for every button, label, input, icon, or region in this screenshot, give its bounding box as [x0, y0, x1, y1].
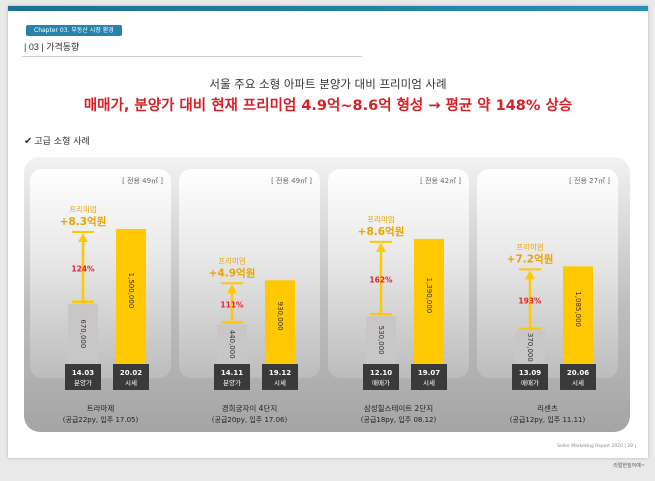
bar-before-value: 530,000 [377, 326, 385, 355]
section-divider [22, 56, 362, 57]
premium-percent: 193% [518, 297, 542, 306]
bar-after-date: 20.02 [120, 369, 142, 377]
premium-amount: +7.2억원 [507, 252, 554, 265]
bar-before-kind: 분양가 [74, 378, 92, 387]
premium-bar-chart: [ 전용 49㎡ ]670,0001,500,000프리미엄+8.3억원124%… [30, 169, 618, 424]
premium-amount: +4.9억원 [209, 266, 256, 279]
premium-arrow-head [525, 270, 535, 280]
panel-1: [ 전용 49㎡ ] 670,000 1,500,000 프리미엄+8.3억원 124%… [30, 169, 171, 424]
bar-before-date: 14.03 [72, 369, 94, 377]
bar-after-value: 930,000 [276, 302, 284, 331]
bar-after-plate [262, 364, 298, 390]
bar-after-kind: 시세 [125, 378, 137, 387]
bar-after-kind: 시세 [572, 378, 584, 387]
premium-percent: 111% [220, 300, 244, 309]
chart-subtitle: 매매가, 분양가 대비 현재 프리미엄 4.9억~8.6억 형성 → 평균 약 … [83, 98, 573, 114]
complex-name: 삼성힐스테이트 2단지 [364, 403, 433, 413]
bar-before-value: 670,000 [79, 319, 87, 348]
complex-name: 트라마제 [87, 404, 115, 413]
bar-after-kind: 시세 [423, 378, 435, 387]
bar-after-plate [560, 364, 596, 390]
bar-before-value: 370,000 [526, 333, 534, 362]
bar-after [563, 266, 593, 364]
chapter-tag: Chapter 03. 부동산 시장 환경 [26, 25, 122, 36]
case-label: ✔ 고급 소형 사례 [24, 134, 90, 147]
top-accent-bar [8, 6, 648, 11]
bar-after-date: 19.12 [269, 369, 291, 377]
bar-after [414, 238, 444, 364]
bar-before-kind: 매매가 [372, 378, 390, 387]
bar-after-kind: 시세 [274, 378, 286, 387]
bar-before-plate [214, 364, 250, 390]
premium-amount: +8.3억원 [60, 215, 107, 228]
chart-title: 서울 주요 소형 아파트 분양가 대비 프리미엄 사례 [209, 77, 447, 91]
bar-before-plate [363, 364, 399, 390]
complex-detail: (공급22py, 입주 17.05) [63, 416, 139, 424]
bar-before-plate [512, 364, 548, 390]
panel-3: [ 전용 42㎡ ] 530,000 1,390,000 프리미엄+8.6억원 162%… [328, 169, 469, 424]
bar-before-kind: 매매가 [521, 378, 539, 387]
area-label: [ 전용 42㎡ ] [420, 176, 461, 185]
watermark: 리얼한밀어예~ [613, 463, 645, 469]
premium-arrow-head [376, 242, 386, 252]
premium-arrow-head [78, 233, 88, 242]
premium-percent: 162% [369, 276, 393, 285]
premium-title: 프리미엄 [516, 242, 544, 251]
panel-card [477, 169, 618, 378]
report-page: Chapter 03. 부동산 시장 환경 | 03 | 가격동향 서울 주요 … [8, 6, 648, 458]
complex-name: 경희궁자이 4단지 [222, 403, 277, 413]
premium-title: 프리미엄 [218, 256, 246, 265]
complex-detail: (공급20py, 입주 17.06) [212, 416, 288, 424]
case-label-text: 고급 소형 사례 [34, 137, 90, 147]
bar-after-value: 1,085,000 [574, 291, 582, 327]
bar-after-plate [411, 364, 447, 390]
bar-before-date: 12.10 [370, 369, 392, 377]
bar-after-value: 1,390,000 [425, 278, 433, 314]
bar-before [515, 330, 545, 364]
bar-after-date: 19.07 [418, 369, 440, 377]
bar-after-plate [113, 364, 149, 390]
complex-name: 리센츠 [537, 403, 558, 413]
bar-before [217, 324, 247, 364]
bar-before-value: 440,000 [228, 330, 236, 359]
area-label: [ 전용 49㎡ ] [271, 176, 312, 185]
complex-detail: (공급18py, 입주 08.12) [361, 416, 437, 424]
bar-after [265, 280, 295, 364]
premium-title: 프리미엄 [367, 215, 395, 224]
bar-before-date: 14.11 [221, 369, 243, 377]
bar-after [116, 229, 146, 364]
panel-2: [ 전용 49㎡ ] 440,000 930,000 프리미엄+4.9억원 111% 14… [179, 169, 320, 424]
bar-before-date: 13.09 [519, 369, 541, 377]
premium-percent: 124% [71, 264, 95, 273]
section-title: | 03 | 가격동향 [24, 42, 80, 52]
panel-card [30, 169, 171, 378]
premium-title: 프리미엄 [69, 205, 97, 214]
bar-before-kind: 분양가 [223, 378, 241, 387]
panel-4: [ 전용 27㎡ ] 370,000 1,085,000 프리미엄+7.2억원 193%… [477, 169, 618, 424]
panel-card [328, 169, 469, 378]
premium-amount: +8.6억원 [358, 225, 405, 238]
check-icon: ✔ [24, 136, 33, 147]
bar-after-value: 1,500,000 [127, 273, 135, 309]
bar-before [68, 303, 98, 364]
bar-before [366, 316, 396, 364]
bar-after-date: 20.06 [567, 369, 589, 377]
page-footer: Soller Marketing Report 2020 | 29 | [557, 444, 636, 449]
premium-arrow-head [227, 284, 237, 294]
area-label: [ 전용 27㎡ ] [569, 176, 610, 185]
bar-before-plate [65, 364, 101, 390]
area-label: [ 전용 49㎡ ] [122, 176, 163, 185]
complex-detail: (공급12py, 입주 11.11) [510, 416, 586, 424]
